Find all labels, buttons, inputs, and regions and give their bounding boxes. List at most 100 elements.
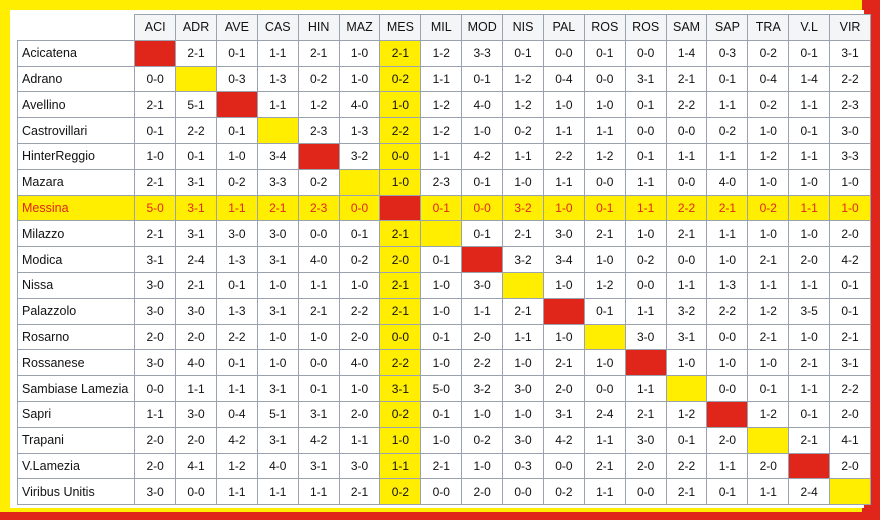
score-cell: 2-1 xyxy=(542,349,585,377)
score-cell: 1-0 xyxy=(420,271,463,299)
score-cell: 1-0 xyxy=(829,168,871,196)
score-cell: 3-1 xyxy=(256,375,299,402)
score-cell: 2-0 xyxy=(624,452,667,480)
column-header: MIL xyxy=(420,14,463,41)
team-name: Avellino xyxy=(16,91,136,119)
score-cell: 0-1 xyxy=(624,142,667,170)
score-cell: 3-1 xyxy=(134,246,177,273)
score-cell: 0-1 xyxy=(134,117,177,144)
score-cell: 2-1 xyxy=(583,220,626,248)
table-row: Adrano 0-0 0-3 1-3 0-2 1-0 0-2 1-1 0-1 1-2 0-4 0-0 3… xyxy=(16,65,871,93)
score-cell: 2-2 xyxy=(542,142,585,170)
score-cell: 0-0 xyxy=(706,323,749,351)
score-cell: 1-1 xyxy=(788,194,831,222)
diagonal-cell xyxy=(175,65,217,93)
score-cell: 1-3 xyxy=(256,65,299,93)
diagonal-cell xyxy=(583,323,626,351)
diagonal-cell xyxy=(338,168,381,196)
score-cell: 0-1 xyxy=(583,297,626,325)
column-header: HIN xyxy=(297,14,340,41)
score-cell: 3-2 xyxy=(461,375,504,402)
score-cell: 0-2 xyxy=(379,400,422,428)
score-cell: 0-1 xyxy=(420,323,463,351)
score-cell: 5-1 xyxy=(256,400,299,428)
score-cell: 1-0 xyxy=(420,426,463,454)
score-cell: 3-2 xyxy=(502,194,544,222)
column-header: CAS xyxy=(256,14,299,41)
score-cell: 1-2 xyxy=(420,117,463,144)
score-cell: 3-0 xyxy=(502,426,544,454)
score-cell: 1-0 xyxy=(788,323,831,351)
score-cell: 3-3 xyxy=(256,168,299,196)
score-cell: 3-1 xyxy=(175,194,217,222)
team-name: Acicatena xyxy=(16,39,136,67)
score-cell: 4-0 xyxy=(338,91,381,119)
score-cell: 2-1 xyxy=(624,400,667,428)
score-cell: 3-1 xyxy=(542,400,585,428)
score-cell: 2-0 xyxy=(175,426,217,454)
score-cell: 1-0 xyxy=(256,349,299,377)
score-cell: 3-0 xyxy=(134,297,177,325)
score-cell: 1-0 xyxy=(461,452,504,480)
table-row: Modica 3-1 2-4 1-3 3-1 4-0 0-2 2-0 0-1 3-2 3-4 1-0 0… xyxy=(16,246,871,273)
score-cell: 1-0 xyxy=(706,349,749,377)
score-cell: 3-4 xyxy=(542,246,585,273)
team-name: Palazzolo xyxy=(16,297,136,325)
score-cell: 2-1 xyxy=(583,452,626,480)
score-cell: 0-1 xyxy=(788,400,831,428)
team-name: Sapri xyxy=(16,400,136,428)
score-cell: 1-1 xyxy=(706,452,749,480)
score-cell: 3-0 xyxy=(542,220,585,248)
diagonal-cell xyxy=(134,39,177,67)
score-cell: 1-0 xyxy=(665,349,708,377)
score-cell: 2-1 xyxy=(788,426,831,454)
score-cell: 1-1 xyxy=(134,400,177,428)
score-cell: 3-3 xyxy=(829,142,871,170)
score-cell: 2-1 xyxy=(665,220,708,248)
score-cell: 1-1 xyxy=(215,375,258,402)
diagonal-cell xyxy=(624,349,667,377)
score-cell: 1-2 xyxy=(502,65,544,93)
score-cell: 0-2 xyxy=(747,194,790,222)
header-row: ACI ADR AVE CAS HIN MAZ MES MIL MOD NIS PAL ROS ROS S… xyxy=(17,14,871,41)
score-cell: 0-1 xyxy=(297,375,340,402)
score-cell: 2-0 xyxy=(706,426,749,454)
column-header: AVE xyxy=(215,14,258,41)
score-cell: 2-0 xyxy=(175,323,217,351)
score-cell: 2-0 xyxy=(788,246,831,273)
score-cell: 1-2 xyxy=(747,142,790,170)
score-cell: 2-1 xyxy=(379,220,422,248)
column-header: VIR xyxy=(829,14,871,41)
score-cell: 1-1 xyxy=(747,478,790,506)
column-header: MAZ xyxy=(338,14,381,41)
column-header: MES xyxy=(379,14,422,41)
score-cell: 1-1 xyxy=(788,375,831,402)
diagonal-cell xyxy=(379,194,422,222)
score-cell: 0-0 xyxy=(379,323,422,351)
score-cell: 0-2 xyxy=(379,478,422,506)
score-cell: 3-2 xyxy=(502,246,544,273)
score-cell: 0-0 xyxy=(134,375,177,402)
score-cell: 1-0 xyxy=(134,142,177,170)
score-cell: 0-0 xyxy=(379,142,422,170)
score-cell: 2-4 xyxy=(788,478,831,506)
score-cell: 0-1 xyxy=(420,400,463,428)
team-name: Viribus Unitis xyxy=(16,478,136,506)
score-cell: 2-1 xyxy=(665,478,708,506)
score-cell: 2-0 xyxy=(134,323,177,351)
results-table-frame: ACI ADR AVE CAS HIN MAZ MES MIL MOD NIS PAL ROS ROS S… xyxy=(10,10,871,508)
diagonal-cell xyxy=(420,220,463,248)
score-cell: 1-1 xyxy=(747,271,790,299)
score-cell: 1-0 xyxy=(215,142,258,170)
score-cell: 2-1 xyxy=(379,39,422,67)
corner-cell xyxy=(17,14,136,41)
score-cell: 0-0 xyxy=(665,246,708,273)
score-cell: 1-0 xyxy=(542,323,585,351)
score-cell: 1-1 xyxy=(215,478,258,506)
score-cell: 0-0 xyxy=(175,478,217,506)
score-cell: 3-0 xyxy=(134,271,177,299)
score-cell: 3-1 xyxy=(175,220,217,248)
score-cell: 1-0 xyxy=(338,375,381,402)
score-cell: 5-1 xyxy=(175,91,217,119)
score-cell: 0-0 xyxy=(706,375,749,402)
